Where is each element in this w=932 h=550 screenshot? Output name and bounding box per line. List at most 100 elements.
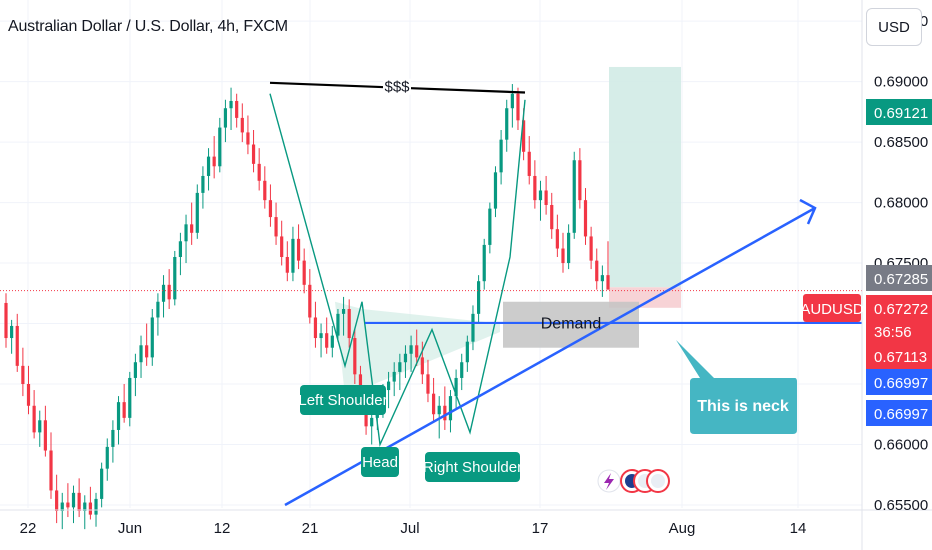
candle-body <box>145 345 149 358</box>
candle-body <box>403 353 408 363</box>
label-head-bg <box>361 447 399 477</box>
candle-body <box>133 362 138 378</box>
x-tick-label: 17 <box>532 520 549 537</box>
demand-label: Demand <box>541 316 601 333</box>
candle-body <box>10 325 14 339</box>
candle-body <box>195 192 199 233</box>
candle-body <box>66 502 70 508</box>
candle-body <box>550 204 554 230</box>
candle-body <box>49 450 53 491</box>
candle-body <box>499 139 503 173</box>
candle-body <box>555 229 559 249</box>
candle-body <box>370 417 374 427</box>
candle-body <box>409 345 413 354</box>
trend-arrow-head <box>799 198 817 225</box>
candle-body <box>128 377 132 418</box>
candle-body <box>522 120 526 152</box>
candle-body <box>538 190 543 201</box>
callout-text: This is neck <box>697 398 789 415</box>
x-tick-label: 21 <box>302 520 319 537</box>
flag-icon-inner <box>651 474 665 488</box>
candle-body <box>341 309 346 314</box>
x-tick-label: 12 <box>214 520 231 537</box>
candle-body <box>572 160 576 233</box>
candle-body <box>268 200 273 218</box>
candle-body <box>150 317 154 358</box>
candle-body <box>516 93 520 121</box>
candle-body <box>415 345 419 358</box>
price-label: 0.67272 <box>874 301 928 318</box>
label-head: Head <box>362 454 398 471</box>
currency-button[interactable]: USD <box>866 8 922 46</box>
y-tick-label: 0.66000 <box>874 436 928 453</box>
candle-body <box>471 313 475 342</box>
candle-body <box>353 338 357 375</box>
hs-pattern-line <box>269 93 526 448</box>
candle-body <box>291 238 295 273</box>
candle-body <box>600 275 604 282</box>
candle-body <box>595 260 599 282</box>
chart-title: Australian Dollar / U.S. Dollar, 4h, FXC… <box>8 18 288 35</box>
candle-body <box>448 396 453 421</box>
price-label-bg <box>866 99 932 125</box>
price-label: 36:56 <box>874 324 912 341</box>
candle-body <box>493 172 498 209</box>
candle-body <box>398 362 402 372</box>
candle-body <box>77 492 81 511</box>
symbol-tag: AUDUSD <box>800 301 864 318</box>
price-label-bg <box>866 295 932 321</box>
candle-body <box>105 446 109 469</box>
label-right-shoulder-bg <box>425 452 520 482</box>
candle-body <box>88 502 92 515</box>
price-label: 0.66997 <box>874 375 928 392</box>
candle-body <box>240 117 244 133</box>
candle-body <box>488 208 492 245</box>
candle-body <box>167 284 171 300</box>
candle-body <box>460 362 464 378</box>
y-tick-label: 0.68000 <box>874 195 928 212</box>
x-tick-label: 14 <box>790 520 807 537</box>
candle-body <box>94 498 98 515</box>
candle-body <box>55 490 59 511</box>
x-tick-label: Aug <box>669 520 696 537</box>
y-tick-label: 0.69000 <box>874 74 928 91</box>
lightning-glyph <box>604 473 614 490</box>
candle-body <box>302 260 306 285</box>
candle-body <box>139 345 143 363</box>
candle-body <box>437 405 441 415</box>
candle-body <box>4 302 8 339</box>
candle-body <box>71 492 76 508</box>
candle-body <box>527 151 531 176</box>
candle-body <box>206 156 211 176</box>
candle-body <box>184 224 188 242</box>
candle-body <box>505 108 509 140</box>
x-tick-label: Jun <box>118 520 142 537</box>
candle-body <box>218 127 222 167</box>
candle-body <box>420 357 424 375</box>
price-label: 0.66997 <box>874 406 928 423</box>
price-label-bg <box>866 343 932 369</box>
candle-body <box>465 341 469 363</box>
candle-body <box>454 377 458 397</box>
price-label: 0.67285 <box>874 271 928 288</box>
target-zone <box>609 66 681 288</box>
candle-body <box>100 468 104 499</box>
price-label-bg <box>866 369 932 395</box>
candle-body <box>313 317 318 339</box>
candle-body <box>510 93 514 109</box>
candle-body <box>201 175 205 193</box>
candle-body <box>43 420 47 451</box>
price-label: 0.67113 <box>874 349 927 366</box>
candle-body <box>246 132 250 145</box>
candle-body <box>330 335 334 348</box>
candle-body <box>38 420 42 433</box>
candle-body <box>336 313 340 336</box>
candle-body <box>251 144 256 164</box>
candle-body <box>392 371 396 382</box>
y-tick-label: 0.65500 <box>874 497 928 514</box>
label-left-shoulder-bg <box>300 385 386 415</box>
candle-body <box>190 224 194 233</box>
candle-body <box>173 257 177 300</box>
candle-body <box>21 365 25 384</box>
